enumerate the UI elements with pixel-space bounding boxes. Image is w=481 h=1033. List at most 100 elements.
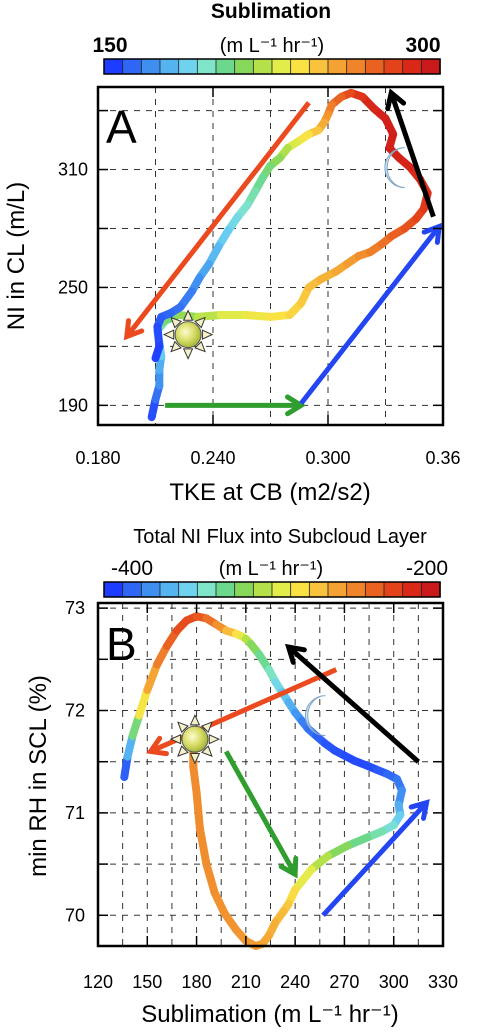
trend-arrow-head bbox=[408, 799, 430, 821]
colorbar-swatch bbox=[346, 58, 367, 75]
colorbar-outline bbox=[103, 58, 441, 75]
x-tick-label: 0.36 bbox=[425, 448, 460, 468]
trend-arrow-head bbox=[385, 88, 407, 112]
sun-icon bbox=[169, 713, 221, 765]
ticks-b: 120 150 180 210 240 270 300 330 70 71 72 73 bbox=[65, 598, 458, 992]
icons-a bbox=[162, 147, 405, 360]
trend-arrow-head bbox=[285, 394, 306, 417]
plot-frame-b bbox=[96, 601, 445, 948]
moon-icon bbox=[384, 147, 405, 189]
x-tick-label: 270 bbox=[329, 972, 359, 992]
trend-arrow-shaft bbox=[127, 101, 311, 335]
colorbar-swatch bbox=[196, 58, 217, 75]
trajectory-segment bbox=[195, 824, 211, 869]
colorbar-swatch bbox=[178, 58, 199, 75]
colorbar-swatch bbox=[159, 58, 180, 75]
x-axis-label-b: Sublimation (m L⁻¹ hr⁻¹) bbox=[141, 1001, 398, 1028]
colorbar-swatch bbox=[234, 581, 255, 598]
panel-b: Total NI Flux into Subcloud Layer -400 (… bbox=[25, 526, 458, 1028]
colorbar-swatch bbox=[215, 58, 236, 75]
trajectory-segment bbox=[143, 660, 162, 695]
panel-a-label: A bbox=[106, 101, 137, 153]
colorbar-swatch bbox=[364, 58, 385, 75]
sun-ray bbox=[169, 733, 182, 745]
sun-ray bbox=[182, 348, 194, 360]
trend-arrow-shaft bbox=[390, 95, 436, 218]
icons-b bbox=[169, 695, 326, 765]
colorbar-outline bbox=[103, 581, 441, 598]
x-tick-label: 150 bbox=[132, 972, 162, 992]
colorbar-swatch bbox=[271, 581, 292, 598]
colorbar-b-min-label: -400 bbox=[111, 557, 153, 580]
y-tick-label: 250 bbox=[58, 277, 88, 297]
colorbar-swatch bbox=[215, 581, 236, 598]
arrows-a bbox=[123, 88, 443, 417]
y-axis-label-a: NI in CL (m/L) bbox=[3, 182, 30, 330]
moon-crescent bbox=[384, 147, 405, 189]
sun-ray bbox=[189, 713, 201, 726]
sun-ray bbox=[177, 721, 189, 734]
trend-arrow-head bbox=[284, 643, 307, 665]
sun-ray bbox=[201, 745, 213, 757]
colorbar-swatch bbox=[178, 581, 199, 598]
sun-ray bbox=[208, 733, 221, 745]
sun-ray bbox=[194, 316, 206, 329]
trend-arrow-head bbox=[146, 735, 169, 757]
trajectory-segment bbox=[189, 762, 201, 797]
sun-ray bbox=[201, 329, 214, 340]
y-tick-label: 72 bbox=[65, 701, 85, 721]
trend-arrow-shaft bbox=[321, 803, 426, 917]
panel-b-label: B bbox=[106, 618, 137, 670]
trend-arrow-shaft bbox=[223, 750, 296, 873]
x-tick-label: 300 bbox=[379, 972, 409, 992]
colorbar-swatch bbox=[122, 581, 143, 598]
ticks-a: 0.180 0.240 0.300 0.36 190 250 310 bbox=[58, 87, 461, 468]
trend-arrow-head bbox=[421, 222, 443, 245]
plot-frame-a bbox=[96, 85, 445, 427]
sun-ray bbox=[189, 753, 201, 765]
colorbar-swatch bbox=[252, 58, 273, 75]
panel-a: Sublimation 150 (m L⁻¹ hr⁻¹) 300 0.180 0.… bbox=[3, 0, 461, 506]
colorbar-swatch bbox=[103, 58, 124, 75]
trajectory-b bbox=[120, 612, 406, 950]
trajectory-segment bbox=[192, 788, 204, 833]
x-tick-label: 210 bbox=[231, 972, 261, 992]
trajectory-segment bbox=[202, 860, 219, 897]
colorbar-swatch bbox=[140, 58, 161, 75]
colorbar-b bbox=[103, 581, 441, 598]
colorbar-swatch bbox=[346, 581, 367, 598]
sun-ray bbox=[170, 316, 182, 329]
colorbar-swatch bbox=[402, 58, 423, 75]
colorbar-a-min-label: 150 bbox=[92, 34, 127, 57]
colorbar-swatch bbox=[252, 581, 273, 598]
colorbar-a bbox=[103, 58, 441, 75]
sun-ray bbox=[170, 340, 182, 353]
y-tick-label: 71 bbox=[65, 803, 85, 823]
colorbar-swatch bbox=[383, 58, 404, 75]
x-tick-label: 0.300 bbox=[305, 448, 350, 468]
sun-disc bbox=[181, 725, 209, 753]
colorbar-a-units: (m L⁻¹ hr⁻¹) bbox=[220, 35, 324, 57]
sun-ray bbox=[162, 329, 175, 340]
x-tick-label: 0.240 bbox=[190, 448, 235, 468]
trajectory-segment bbox=[291, 865, 316, 894]
trend-arrow-shaft bbox=[299, 228, 439, 405]
sun-ray bbox=[194, 340, 206, 353]
colorbar-swatch bbox=[290, 581, 311, 598]
colorbar-swatch bbox=[402, 581, 423, 598]
colorbar-swatch bbox=[420, 581, 441, 598]
colorbar-swatch bbox=[122, 58, 143, 75]
trajectory-a bbox=[147, 88, 432, 422]
x-tick-label: 180 bbox=[182, 972, 212, 992]
sun-ray bbox=[182, 309, 194, 321]
colorbar-swatch bbox=[271, 58, 292, 75]
colorbar-swatch bbox=[383, 581, 404, 598]
colorbar-a-max-label: 300 bbox=[405, 34, 440, 57]
y-axis-label-b: min RH in SCL (%) bbox=[25, 675, 52, 877]
trend-arrow-shaft bbox=[289, 647, 421, 764]
sun-disc bbox=[174, 321, 202, 349]
colorbar-swatch bbox=[159, 581, 180, 598]
trajectory-segment bbox=[151, 342, 164, 363]
colorbar-swatch bbox=[308, 58, 329, 75]
colorbar-swatch bbox=[364, 581, 385, 598]
